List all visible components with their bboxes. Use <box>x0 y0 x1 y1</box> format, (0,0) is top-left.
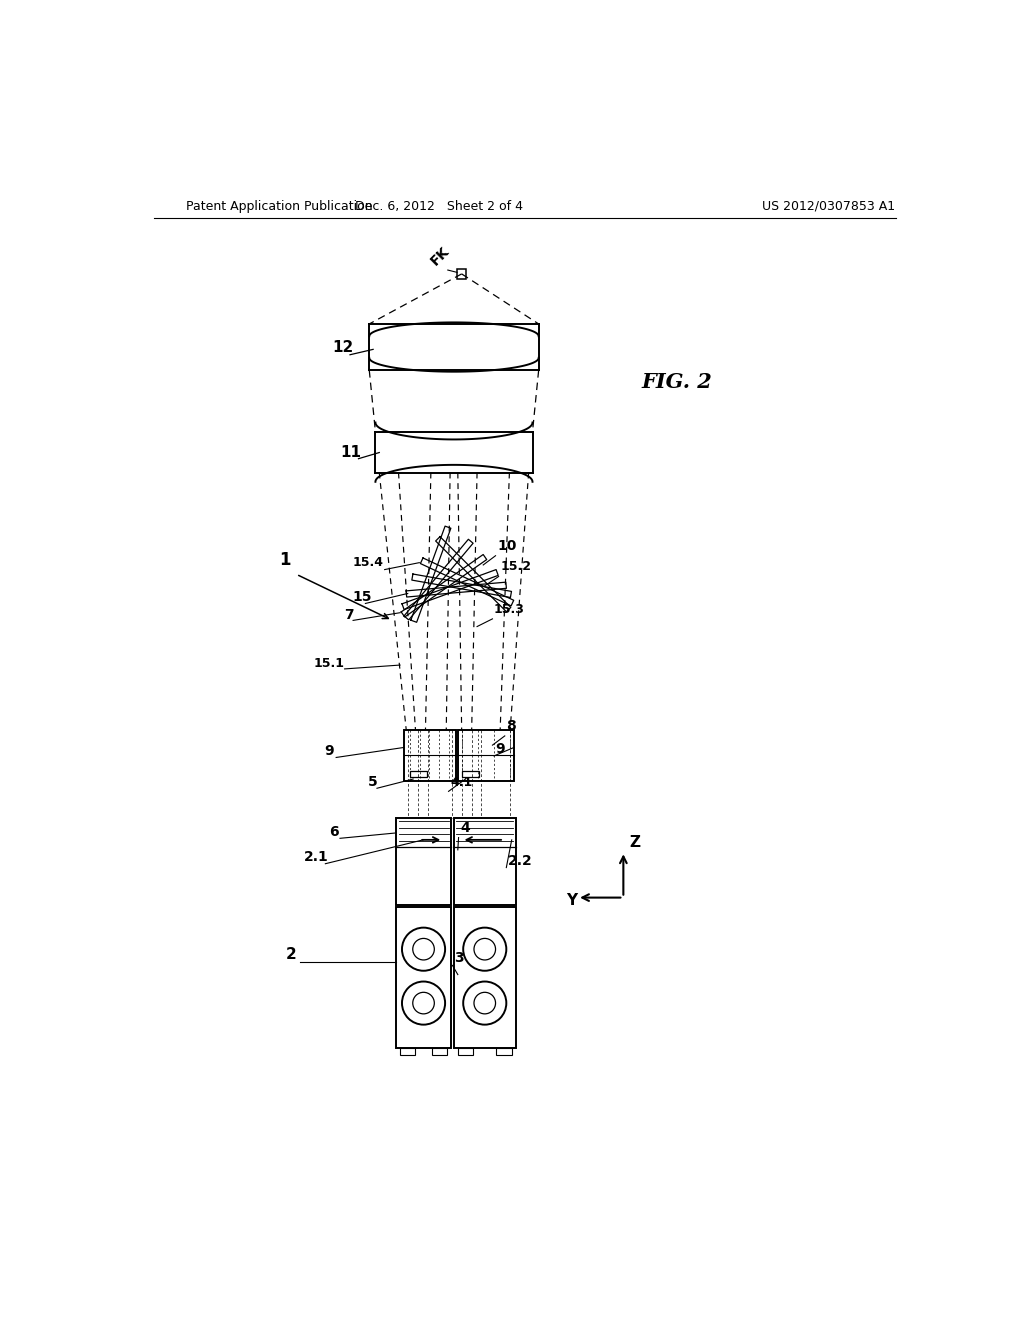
Text: 15.3: 15.3 <box>494 603 525 615</box>
Text: 15.1: 15.1 <box>313 656 345 669</box>
Text: Dec. 6, 2012   Sheet 2 of 4: Dec. 6, 2012 Sheet 2 of 4 <box>354 199 522 213</box>
Bar <box>457 269 466 279</box>
Text: FIG. 2: FIG. 2 <box>642 372 713 392</box>
Text: 4: 4 <box>460 821 470 836</box>
Bar <box>432 1048 447 1056</box>
Text: 9: 9 <box>496 742 505 756</box>
Bar <box>497 1048 512 1056</box>
Bar <box>403 730 456 780</box>
Bar <box>458 1048 473 1056</box>
Text: Z: Z <box>630 834 641 850</box>
Bar <box>400 1048 416 1056</box>
Text: 11: 11 <box>340 445 361 461</box>
Text: Y: Y <box>566 894 578 908</box>
Text: US 2012/0307853 A1: US 2012/0307853 A1 <box>762 199 895 213</box>
Text: 5: 5 <box>368 775 378 789</box>
Text: 7: 7 <box>345 609 354 622</box>
Text: 15.4: 15.4 <box>352 557 383 569</box>
Text: 1: 1 <box>279 550 291 569</box>
Text: 8: 8 <box>506 718 516 733</box>
Text: 15: 15 <box>352 590 372 605</box>
Text: Patent Application Publication: Patent Application Publication <box>186 199 373 213</box>
Bar <box>463 771 479 776</box>
Bar <box>410 771 427 776</box>
Text: 3: 3 <box>454 950 464 965</box>
Text: 2.2: 2.2 <box>508 854 532 869</box>
Text: FK: FK <box>428 243 453 268</box>
Text: 15.2: 15.2 <box>500 561 531 573</box>
Text: 2.1: 2.1 <box>304 850 329 863</box>
Text: 9: 9 <box>325 744 334 758</box>
Bar <box>458 730 514 780</box>
Bar <box>454 907 515 1048</box>
Bar <box>396 907 451 1048</box>
Text: 2: 2 <box>286 948 297 962</box>
Text: 12: 12 <box>333 341 353 355</box>
Text: 4.1: 4.1 <box>451 776 472 789</box>
Bar <box>396 817 451 906</box>
Text: 6: 6 <box>330 825 339 840</box>
Text: 10: 10 <box>497 539 516 553</box>
Bar <box>454 817 515 906</box>
